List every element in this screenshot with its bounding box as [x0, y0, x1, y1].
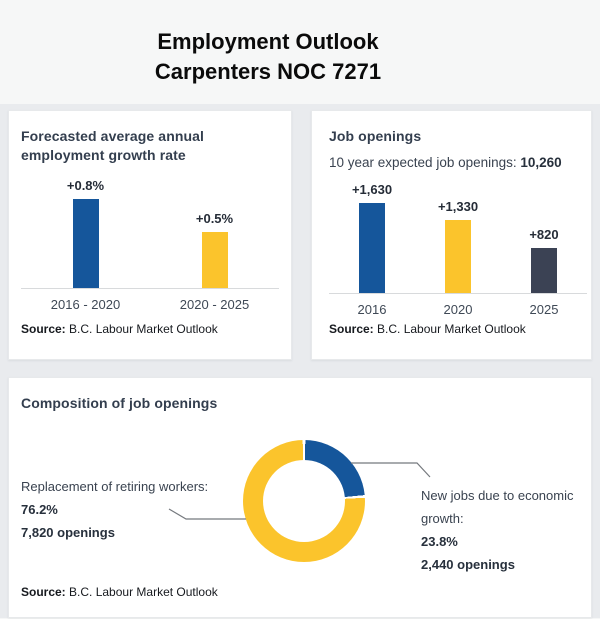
openings-x-axis-labels: 2016 2020 2025	[329, 295, 587, 317]
bar-value-label: +820	[529, 227, 559, 242]
source-text: B.C. Labour Market Outlook	[377, 322, 526, 336]
source-text: B.C. Labour Market Outlook	[69, 322, 218, 336]
source-text: B.C. Labour Market Outlook	[69, 585, 218, 599]
x-axis-label: 2020 - 2025	[179, 297, 250, 312]
x-axis-label: 2016 - 2020	[50, 297, 121, 312]
growth-bar-chart: +0.8% +0.5%	[21, 169, 279, 289]
composition-chart-title: Composition of job openings	[21, 395, 218, 411]
page-title: Employment Outlook Carpenters NOC 7271	[0, 27, 536, 87]
openings-chart-title: Job openings	[329, 128, 422, 144]
x-axis-label: 2016	[357, 302, 387, 317]
bar-column: +0.8%	[21, 178, 150, 288]
page-title-line1: Employment Outlook	[157, 29, 379, 54]
page-title-line2: Carpenters NOC 7271	[154, 59, 382, 84]
bar-column: +1,630	[329, 182, 415, 293]
panel-job-openings: Job openings 10 year expected job openin…	[311, 110, 592, 360]
replacement-label: Replacement of retiring workers:	[21, 479, 209, 494]
panel-composition: Composition of job openings Replacement …	[8, 377, 592, 618]
openings-subtitle-prefix: 10 year expected job openings:	[329, 155, 521, 170]
bar-value-label: +1,630	[351, 182, 393, 197]
connector-line-new-jobs	[351, 462, 431, 478]
source-label: Source:	[21, 585, 66, 599]
replacement-openings: 7,820 openings	[21, 525, 115, 540]
bar-value-label: +1,330	[437, 199, 479, 214]
replacement-percent: 76.2%	[21, 502, 58, 517]
replacement-slice-note: Replacement of retiring workers: 76.2% 7…	[21, 475, 251, 544]
x-axis-label: 2020	[443, 302, 473, 317]
openings-bar-chart: +1,630 +1,330 +820	[329, 174, 587, 294]
growth-x-axis-labels: 2016 - 2020 2020 - 2025	[21, 290, 279, 312]
bar	[201, 232, 228, 288]
composition-source: Source: B.C. Labour Market Outlook	[21, 585, 218, 599]
openings-total: 10,260	[520, 155, 562, 170]
bar-column: +820	[501, 227, 587, 293]
source-label: Source:	[21, 322, 66, 336]
new-jobs-label: New jobs due to economic growth:	[421, 488, 574, 526]
bar-column: +0.5%	[150, 211, 279, 288]
bar	[531, 248, 557, 293]
bar	[72, 199, 99, 288]
openings-source: Source: B.C. Labour Market Outlook	[329, 322, 526, 336]
bar-value-label: +0.8%	[66, 178, 105, 193]
bar-value-label: +0.5%	[195, 211, 234, 226]
bar-column: +1,330	[415, 199, 501, 293]
new-jobs-slice-note: New jobs due to economic growth: 23.8% 2…	[421, 484, 586, 576]
new-jobs-percent: 23.8%	[421, 534, 458, 549]
source-label: Source:	[329, 322, 374, 336]
openings-subtitle: 10 year expected job openings: 10,260	[329, 155, 562, 170]
panel-growth-rate: Forecasted average annual employment gro…	[8, 110, 292, 360]
bar	[445, 220, 471, 293]
composition-donut-chart	[243, 440, 365, 562]
new-jobs-openings: 2,440 openings	[421, 557, 515, 572]
growth-source: Source: B.C. Labour Market Outlook	[21, 322, 218, 336]
x-axis-label: 2025	[529, 302, 559, 317]
bar	[359, 203, 385, 293]
growth-chart-title: Forecasted average annual employment gro…	[21, 128, 205, 163]
